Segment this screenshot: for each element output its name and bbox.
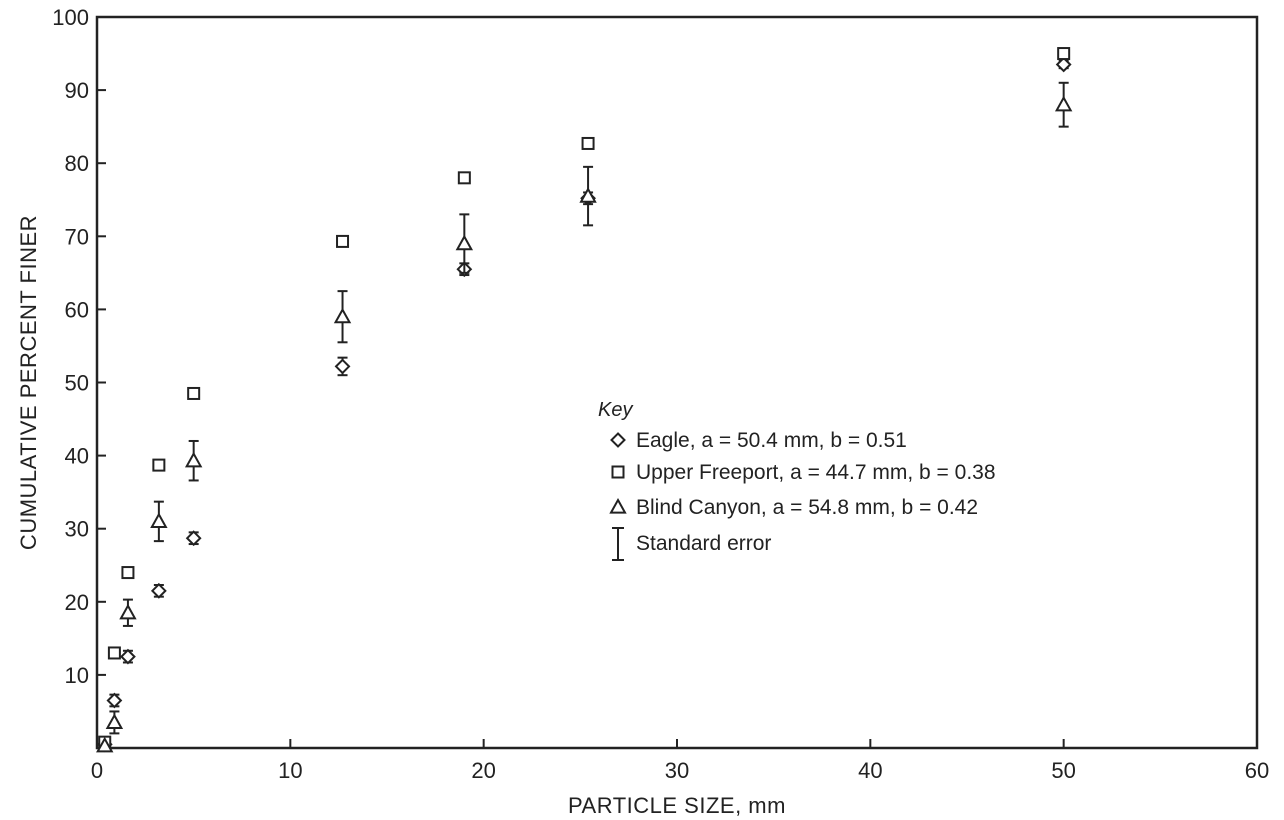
data-point-triangle [119,603,137,620]
data-point-triangle [1054,95,1073,112]
x-tick-label: 10 [278,758,302,783]
data-point-triangle [184,451,203,468]
y-axis-title: CUMULATIVE PERCENT FINER [16,215,41,550]
y-tick-label: 30 [65,517,89,542]
y-tick-label: 50 [65,371,89,396]
series-square [98,47,1071,749]
x-tick-label: 50 [1051,758,1075,783]
legend-label: Blind Canyon, a = 54.8 mm, b = 0.42 [636,496,978,519]
data-point-diamond [185,530,202,547]
x-tick-label: 0 [91,758,103,783]
legend-label: Eagle, a = 50.4 mm, b = 0.51 [636,429,907,452]
axes: 0 10 20 30 40 50 60 10 20 30 40 50 60 70 80 90 100 [52,5,1269,783]
plot-frame [95,15,1259,750]
legend-label-standard-error: Standard error [636,532,771,555]
legend-marker-diamond [610,432,626,448]
series-triangle [96,81,1073,753]
data-point-square [107,646,121,660]
legend-error-bar-icon [612,527,624,561]
data-point-square [121,566,135,580]
data-point-triangle [96,736,114,753]
data-point-square [581,136,595,150]
data-point-triangle [455,234,474,251]
legend-title: Key [598,399,633,421]
x-tick-label: 20 [471,758,495,783]
y-tick-label: 80 [65,151,89,176]
y-tick-label: 60 [65,297,89,322]
data-point-triangle [333,307,352,324]
data-point-diamond [1055,56,1072,73]
x-tick-label: 30 [665,758,689,783]
data-point-diamond [334,358,351,375]
y-tick-label: 90 [65,78,89,103]
legend-marker-square [611,465,625,479]
x-tick-label: 60 [1245,758,1269,783]
y-tick-label: 10 [65,663,89,688]
data-point-diamond [120,648,136,665]
data-point-square [457,171,471,185]
y-tick-label: 70 [65,224,89,249]
data-point-triangle [579,187,597,203]
y-tick-label: 100 [52,5,89,30]
legend-marker-triangle [609,497,627,514]
data-point-diamond [150,582,167,599]
data-point-square [1057,47,1071,61]
y-tick-label: 20 [65,590,89,615]
x-axis-title: PARTICLE SIZE, mm [568,793,786,818]
data-point-triangle [150,512,168,528]
data-point-square [187,386,201,400]
data-point-triangle [105,713,124,730]
data-point-square [152,458,166,472]
legend-label: Upper Freeport, a = 44.7 mm, b = 0.38 [636,461,996,484]
data-layer [96,47,1073,753]
series-diamond [96,56,1072,753]
x-tick-label: 40 [858,758,882,783]
data-point-square [336,234,350,248]
y-tick-label: 40 [65,444,89,469]
data-point-diamond [106,692,123,709]
